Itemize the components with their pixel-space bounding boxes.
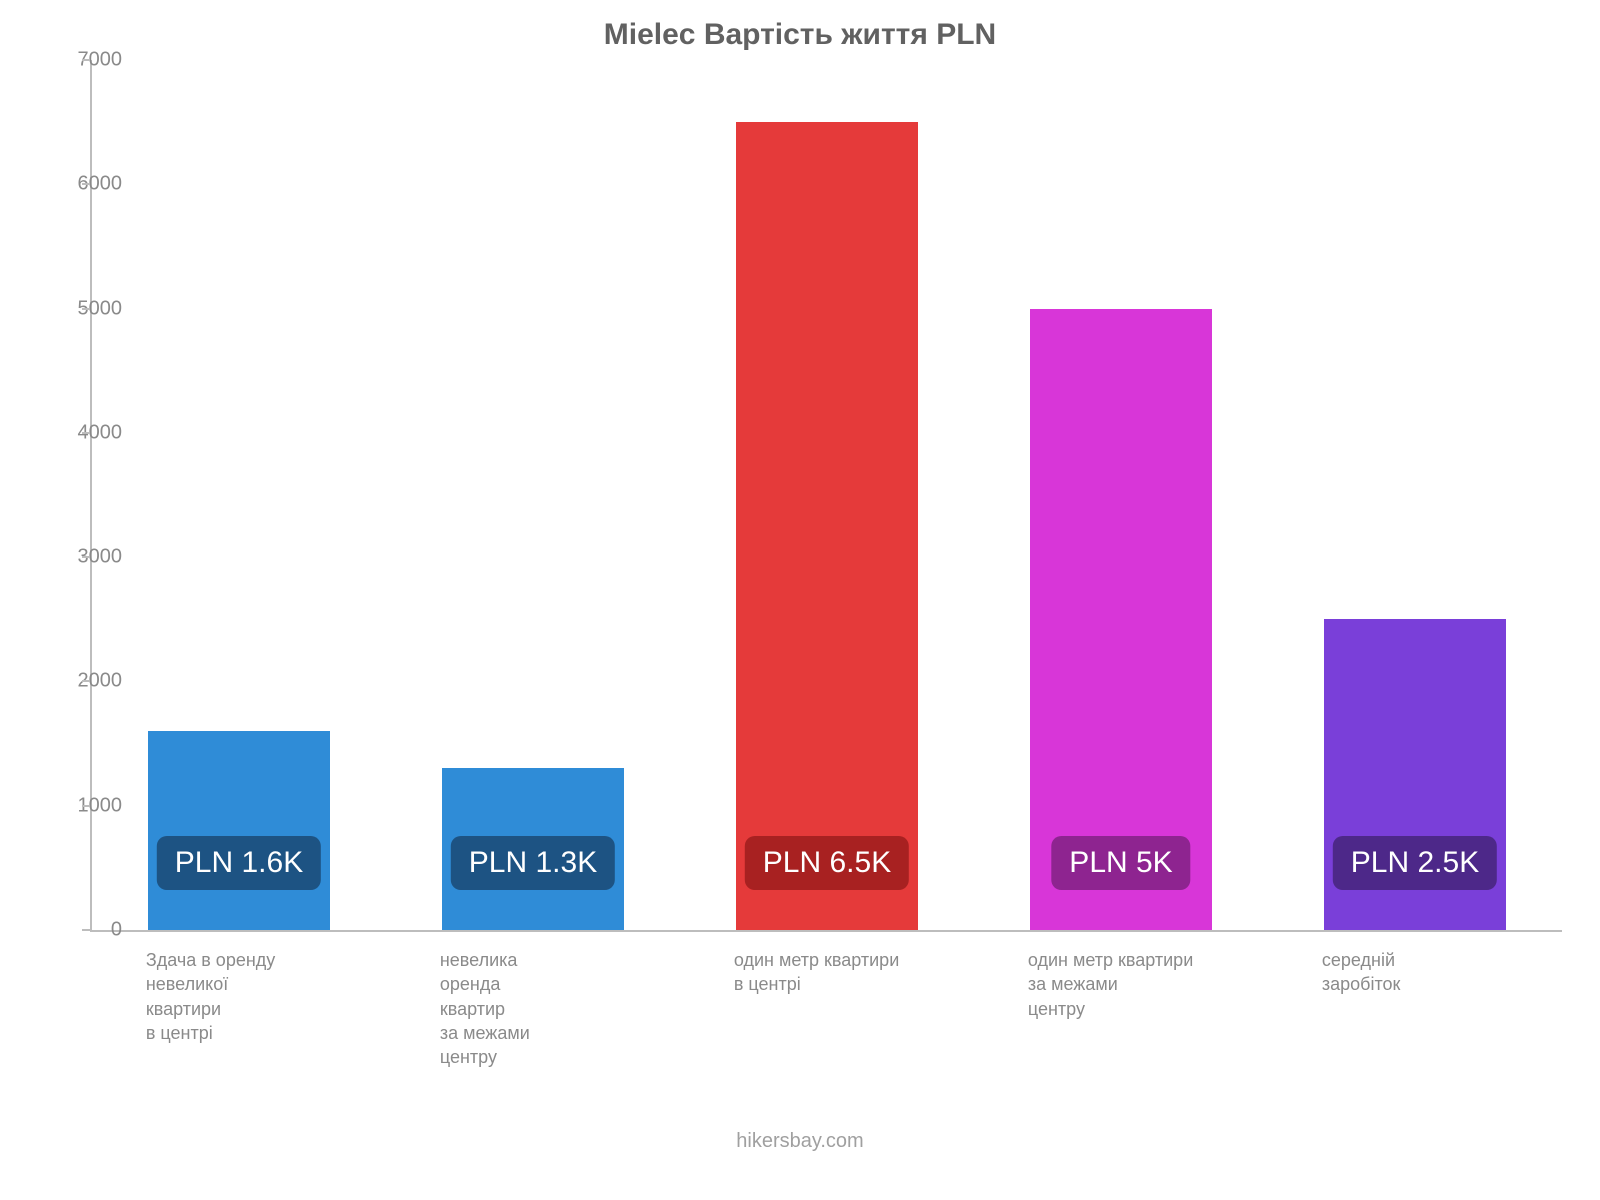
x-tick-label: один метр квартири за межами центру: [1028, 948, 1193, 1021]
y-tick-mark: [82, 556, 90, 558]
bar: [736, 122, 918, 930]
bar-value-label: PLN 2.5K: [1333, 836, 1497, 890]
y-tick-mark: [82, 308, 90, 310]
y-tick-mark: [82, 59, 90, 61]
credit-text: hikersbay.com: [0, 1130, 1600, 1153]
y-tick-mark: [82, 432, 90, 434]
x-tick-label: невелика оренда квартир за межами центру: [440, 948, 530, 1069]
plot-area: PLN 1.6K PLN 1.3K PLN 6.5K PLN 5K PLN 2.5K: [90, 60, 1562, 932]
y-tick-mark: [82, 805, 90, 807]
y-tick-mark: [82, 680, 90, 682]
x-tick-label: один метр квартири в центрі: [734, 948, 899, 997]
bar-value-label: PLN 1.3K: [451, 836, 615, 890]
y-tick-mark: [82, 183, 90, 185]
x-tick-label: середній заробіток: [1322, 948, 1401, 997]
bar-value-label: PLN 1.6K: [157, 836, 321, 890]
y-tick-mark: [82, 929, 90, 931]
bar: [148, 731, 330, 930]
bar-value-label: PLN 5K: [1051, 836, 1190, 890]
bar-value-label: PLN 6.5K: [745, 836, 909, 890]
chart-container: Mielec Вартість життя PLN PLN 1.6KPLN 1.…: [0, 0, 1600, 1200]
x-tick-label: Здача в оренду невеликої квартири в цент…: [146, 948, 275, 1045]
chart-title: Mielec Вартість життя PLN: [0, 18, 1600, 52]
